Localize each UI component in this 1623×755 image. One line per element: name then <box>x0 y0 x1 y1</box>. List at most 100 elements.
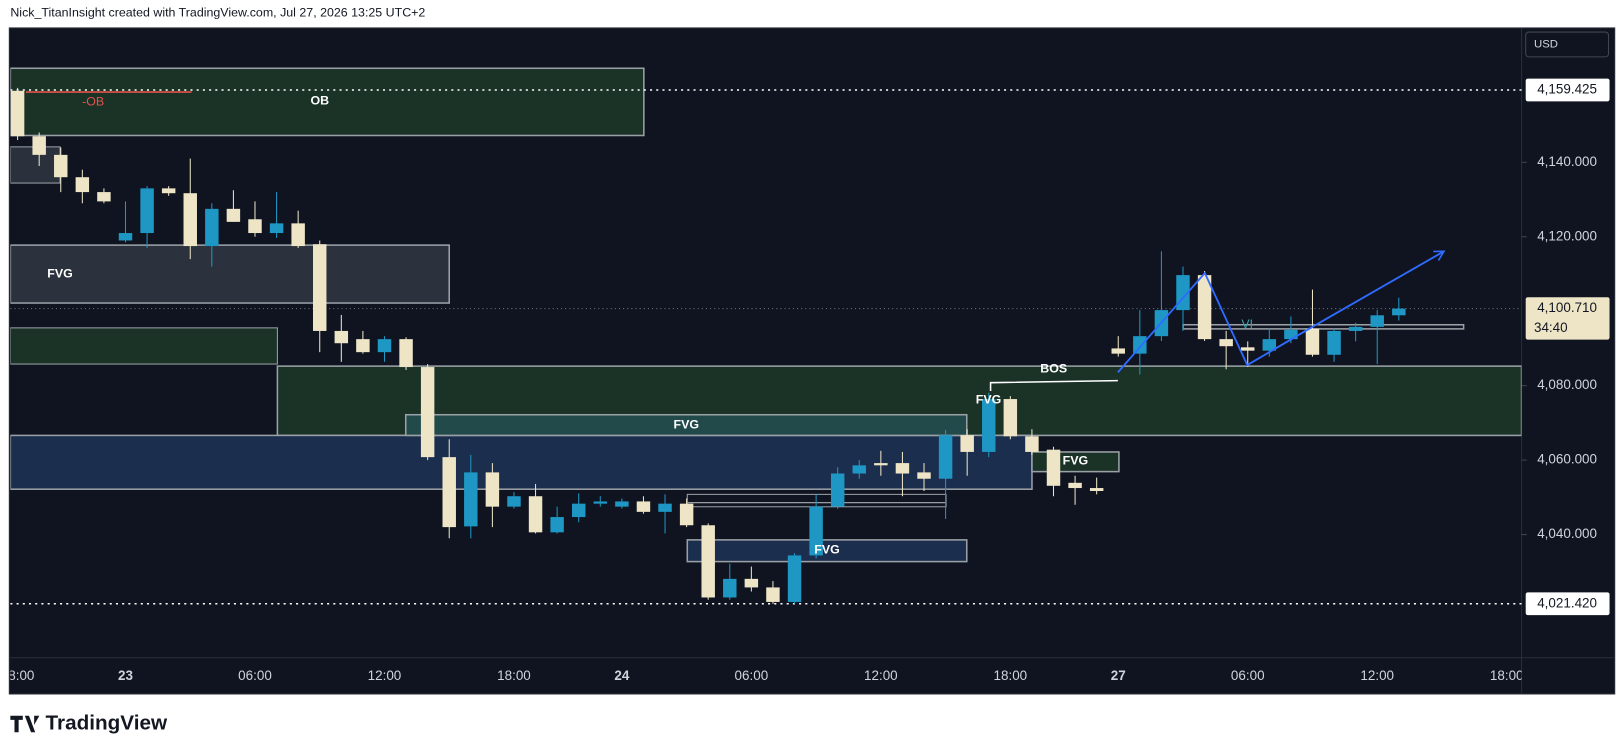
x-tick-label: 12:00 <box>368 668 402 683</box>
candle-body <box>593 501 608 504</box>
candle-body <box>1262 339 1277 351</box>
x-tick-label: 18:00 <box>1 668 35 683</box>
candle-body <box>679 503 694 526</box>
candle-body <box>248 219 262 234</box>
y-tick-label: 4,080.000 <box>1537 377 1597 392</box>
annotation: VI <box>1241 317 1253 331</box>
countdown: 34:40 <box>1534 320 1568 335</box>
brand: TradingView <box>46 711 168 734</box>
candle-body <box>97 192 111 202</box>
annotation: FVG <box>47 266 73 280</box>
x-tick-label: 12:00 <box>1360 668 1394 683</box>
candles <box>10 87 1406 604</box>
y-tick-label: 4,040.000 <box>1537 526 1597 541</box>
annotations: -OB OB FVG FVG FVG FVG FVG BOS VI <box>25 91 1446 557</box>
candle-body <box>1327 330 1341 355</box>
candle-body <box>636 501 651 512</box>
candle-body <box>356 339 370 353</box>
x-tick-label: 18:00 <box>1490 668 1524 683</box>
price-axis: USD 4,140.000 4,120.000 4,080.000 4,060.000… <box>1521 31 1610 616</box>
candle-body <box>938 435 953 479</box>
candle-body <box>830 473 845 507</box>
candle-body <box>615 501 629 507</box>
price-label-box <box>1525 297 1610 340</box>
zone <box>10 327 278 365</box>
candle-body <box>54 154 68 178</box>
candle-body <box>1284 329 1298 340</box>
candle-body <box>205 208 219 247</box>
annotation: FVG <box>1063 454 1089 468</box>
price-label-box <box>1525 78 1610 102</box>
x-tick-label: 18:00 <box>994 668 1028 683</box>
logo-mark <box>10 715 40 733</box>
x-tick-label: 27 <box>1111 668 1126 683</box>
candle-body <box>766 587 780 602</box>
candle-body <box>1392 308 1406 316</box>
fvg-zone <box>10 244 450 304</box>
y-tick-label: 4,060.000 <box>1537 452 1597 467</box>
candle-body <box>1197 275 1212 340</box>
candle-body <box>269 223 284 234</box>
candle-body <box>852 465 866 474</box>
candle-body <box>32 136 46 155</box>
candle-body <box>485 472 500 507</box>
candle-body <box>442 457 456 528</box>
candle-body <box>1089 488 1104 492</box>
candle-body <box>1111 348 1125 354</box>
x-tick-label: 18:00 <box>497 668 531 683</box>
candle-body <box>420 367 435 458</box>
candle-body <box>1003 399 1018 437</box>
candle-body <box>1046 449 1061 486</box>
y-tick-label: 4,140.000 <box>1537 154 1597 169</box>
candle-body <box>334 330 349 344</box>
candle-body <box>377 339 392 353</box>
x-tick-label: 24 <box>614 668 629 683</box>
candle-body <box>982 399 996 452</box>
price-label: 4,021.420 <box>1537 595 1597 610</box>
annotation: -OB <box>82 95 104 109</box>
annotation: FVG <box>673 417 699 431</box>
fvg-zone <box>686 539 968 563</box>
annotation: OB <box>311 94 330 108</box>
y-tick-label: 4,120.000 <box>1537 228 1597 243</box>
x-tick-label: 06:00 <box>1231 668 1265 683</box>
price-lines <box>10 89 1522 605</box>
candle-body <box>399 339 413 368</box>
candle-body <box>723 578 737 598</box>
x-tick-label: 12:00 <box>864 668 898 683</box>
candle-body <box>917 472 931 479</box>
candle-body <box>744 578 759 588</box>
candle-body <box>1133 336 1147 354</box>
projection-arrow <box>1117 250 1446 373</box>
annotation: FVG <box>814 543 840 557</box>
time-axis: 18:00 23 06:00 12:00 18:00 24 06:00 12:00 18:00 2… <box>1 668 1524 683</box>
annotation: FVG <box>976 393 1002 407</box>
candle-body <box>658 503 672 512</box>
candle-body <box>1025 436 1039 452</box>
brand-logo: TradingView <box>10 711 168 734</box>
candle-body <box>1348 326 1363 331</box>
x-tick-label: 06:00 <box>238 668 272 683</box>
header: Nick_TitanInsight created with TradingVi… <box>10 6 425 20</box>
zones <box>10 67 1522 563</box>
currency: USD <box>1534 38 1558 50</box>
candle-body <box>550 517 564 533</box>
fvg-zone <box>404 413 968 437</box>
candle-body <box>226 208 241 222</box>
candle-body <box>571 503 586 518</box>
zone <box>10 434 1033 490</box>
annotation: BOS <box>1040 362 1067 376</box>
candle-body <box>809 506 823 556</box>
bos-line <box>989 379 1118 391</box>
candle-body <box>291 223 305 247</box>
candle-body <box>960 435 974 452</box>
x-tick-label: 06:00 <box>735 668 769 683</box>
candle-body <box>701 525 715 598</box>
price-label: 4,100.710 <box>1537 300 1597 315</box>
candle-body <box>528 496 543 533</box>
x-tick-label: 23 <box>118 668 133 683</box>
candle-body <box>895 463 910 474</box>
candle-body <box>787 555 802 602</box>
